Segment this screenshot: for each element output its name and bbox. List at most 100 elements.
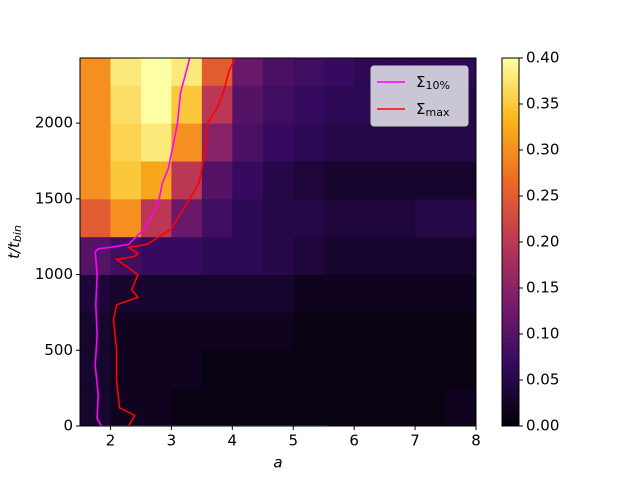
heat-cell [384,198,416,238]
x-tick-label: 7 [410,432,420,450]
colorbar-swatch [502,94,519,99]
colorbar-swatch [502,98,519,103]
colorbar-swatch [502,70,519,75]
colorbar-swatch [502,246,519,251]
heat-cell [140,160,172,200]
colorbar-tick-label: 0.30 [526,141,559,159]
heatmap [80,58,476,426]
heat-cell [354,198,386,238]
heat-cell [80,198,111,238]
heat-cell [262,123,294,162]
heat-cell [110,274,142,313]
heat-cell [140,388,172,426]
heat-cell [293,236,325,276]
heat-cell [110,58,142,86]
colorbar-swatch [502,270,519,275]
colorbar-swatch [502,398,519,403]
heat-cell [445,198,476,238]
colorbar-swatch [502,374,519,379]
colorbar-swatch [502,122,519,127]
x-axis-label: a [273,454,282,472]
heat-cell [110,85,142,124]
y-axis-label: t/tbin [5,225,25,259]
colorbar-swatch [502,302,519,307]
heat-cell [445,123,476,162]
heat-cell [201,198,233,238]
y-tick-label: 1000 [35,265,73,283]
colorbar-swatch [502,110,519,115]
colorbar-swatch [502,106,519,111]
heat-cell [445,160,476,200]
heat-cell [354,350,386,389]
colorbar-swatch [502,382,519,387]
heat-cell [323,312,355,351]
colorbar-swatch [502,258,519,263]
colorbar-swatch [502,350,519,355]
heat-cell [354,274,386,313]
heat-cell [262,350,294,389]
heat-cell [201,160,233,200]
heat-cell [354,160,386,200]
colorbar-tick-label: 0.40 [526,49,559,67]
colorbar-swatch [502,278,519,283]
colorbar-swatch [502,218,519,223]
axes-frame [79,57,477,427]
colorbar-swatch [502,130,519,135]
heat-cell [293,274,325,313]
heat-cell [171,274,203,313]
heat-cell [323,160,355,200]
heat-cell [415,274,447,313]
heat-cell [171,160,203,200]
heat-cell [140,312,172,351]
colorbar-tick-label: 0.25 [526,187,559,205]
colorbar-swatch [502,406,519,411]
colorbar-swatch [502,250,519,255]
heat-cell [415,123,447,162]
colorbar-swatch [502,354,519,359]
heat-cell [415,312,447,351]
colorbar-swatch [502,90,519,95]
heat-cell [354,388,386,426]
heat-cell [201,58,233,86]
colorbar-swatch [502,146,519,151]
heat-cell [384,388,416,426]
colorbar-swatch [502,178,519,183]
x-tick-label: 2 [106,432,116,450]
colorbar-swatch [502,58,519,63]
colorbar-swatch [502,230,519,235]
colorbar-tick-label: 0.05 [526,371,559,389]
colorbar-swatch [502,138,519,143]
colorbar-swatch [502,274,519,279]
colorbar-swatch [502,298,519,303]
colorbar-swatch [502,102,519,107]
heat-cell [354,123,386,162]
x-tick-label: 4 [228,432,238,450]
heat-cell [171,388,203,426]
colorbar-swatch [502,78,519,83]
heat-cell [323,236,355,276]
heat-cell [323,85,355,124]
colorbar-tick-label: 0.00 [526,417,559,435]
colorbar-swatch [502,322,519,327]
legend-label: Σ10% [416,73,450,93]
heat-cell [232,388,264,426]
heat-cell [323,123,355,162]
colorbar-swatch [502,262,519,267]
colorbar-swatch [502,338,519,343]
heat-cell [201,274,233,313]
heat-cell [171,85,203,124]
colorbar-swatch [502,82,519,87]
heat-cell [293,123,325,162]
colorbar-swatch [502,370,519,375]
heat-cell [445,312,476,351]
colorbar-swatch [502,314,519,319]
heat-cell [232,123,264,162]
heat-cell [445,388,476,426]
colorbar-swatch [502,66,519,71]
heat-cell [384,123,416,162]
heat-cell [445,274,476,313]
colorbar-swatch [502,318,519,323]
heat-cell [201,236,233,276]
heat-cell [140,85,172,124]
colorbar-swatch [502,202,519,207]
